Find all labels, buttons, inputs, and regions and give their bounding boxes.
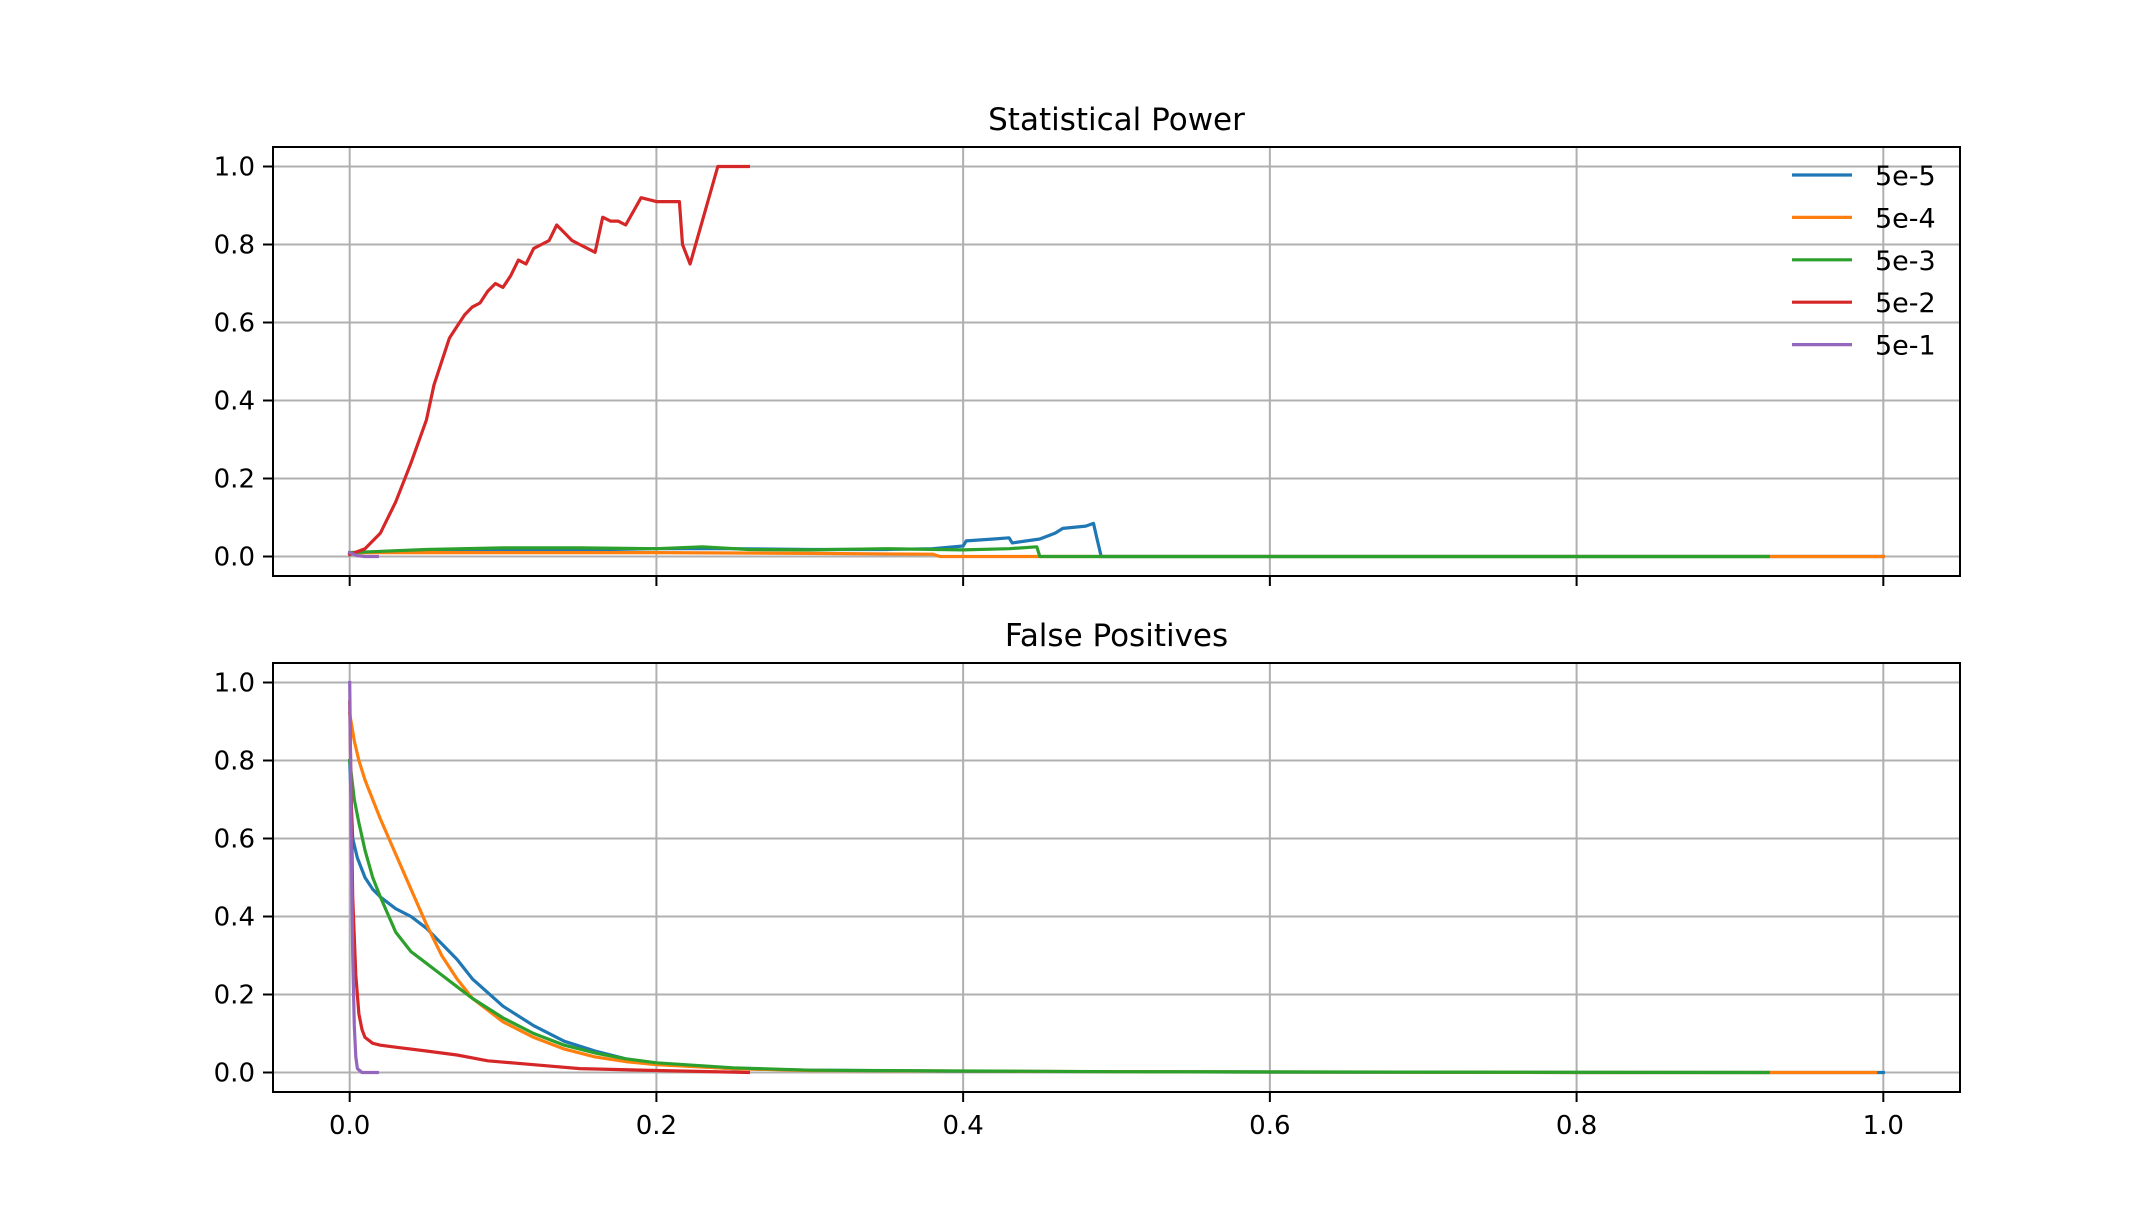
y-tick-label: 0.4 [214, 387, 255, 417]
y-tick-label: 0.2 [214, 465, 255, 495]
x-tick-label: 0.2 [636, 1111, 677, 1141]
axes-false-positives: False Positives 0.0 0.2 0.4 0.6 0.8 1.0 0.0 0.2… [214, 618, 1961, 1141]
series-line-5e-2 [348, 700, 751, 1075]
axes-frame [272, 146, 1961, 577]
y-tick-label: 0.6 [214, 825, 255, 855]
y-tick-label: 0.6 [214, 309, 255, 339]
y-tick-label: 0.0 [214, 1059, 255, 1089]
axes-statistical-power: Statistical Power 0.0 0.2 0.4 0.6 0.8 1.0 5e-5… [214, 102, 1961, 586]
legend-label-5e-1: 5e-1 [1875, 331, 1936, 362]
legend-label-5e-3: 5e-3 [1875, 246, 1936, 277]
chart-title: Statistical Power [988, 102, 1245, 138]
legend-label-5e-4: 5e-4 [1875, 203, 1936, 234]
y-tick-label: 1.0 [214, 669, 255, 699]
y-tick-label: 0.2 [214, 981, 255, 1011]
x-tick-label: 1.0 [1863, 1111, 1904, 1141]
legend: 5e-5 5e-4 5e-3 5e-2 5e-1 [1792, 161, 1936, 362]
series-line-5e-2 [347, 164, 751, 557]
y-tick-label: 0.0 [214, 543, 255, 573]
legend-label-5e-2: 5e-2 [1875, 288, 1936, 319]
series-line-5e-3 [348, 545, 1770, 559]
y-tick-label: 1.0 [214, 153, 255, 183]
y-tick-label: 0.4 [214, 903, 255, 933]
chart-title: False Positives [1005, 618, 1228, 654]
series-lines [347, 680, 1885, 1075]
series-line-5e-1 [347, 550, 379, 559]
y-tick-label: 0.8 [214, 747, 255, 777]
x-tick-label: 0.4 [942, 1111, 983, 1141]
x-tick-label: 0.6 [1249, 1111, 1290, 1141]
x-tick-label: 0.0 [329, 1111, 370, 1141]
legend-label-5e-5: 5e-5 [1875, 161, 1936, 192]
y-tick-label: 0.8 [214, 231, 255, 261]
series-lines [347, 164, 1885, 559]
series-line-5e-3 [347, 758, 1770, 1075]
x-tick-label: 0.8 [1556, 1111, 1597, 1141]
axes-frame [272, 662, 1961, 1093]
series-line-5e-1 [348, 680, 379, 1075]
